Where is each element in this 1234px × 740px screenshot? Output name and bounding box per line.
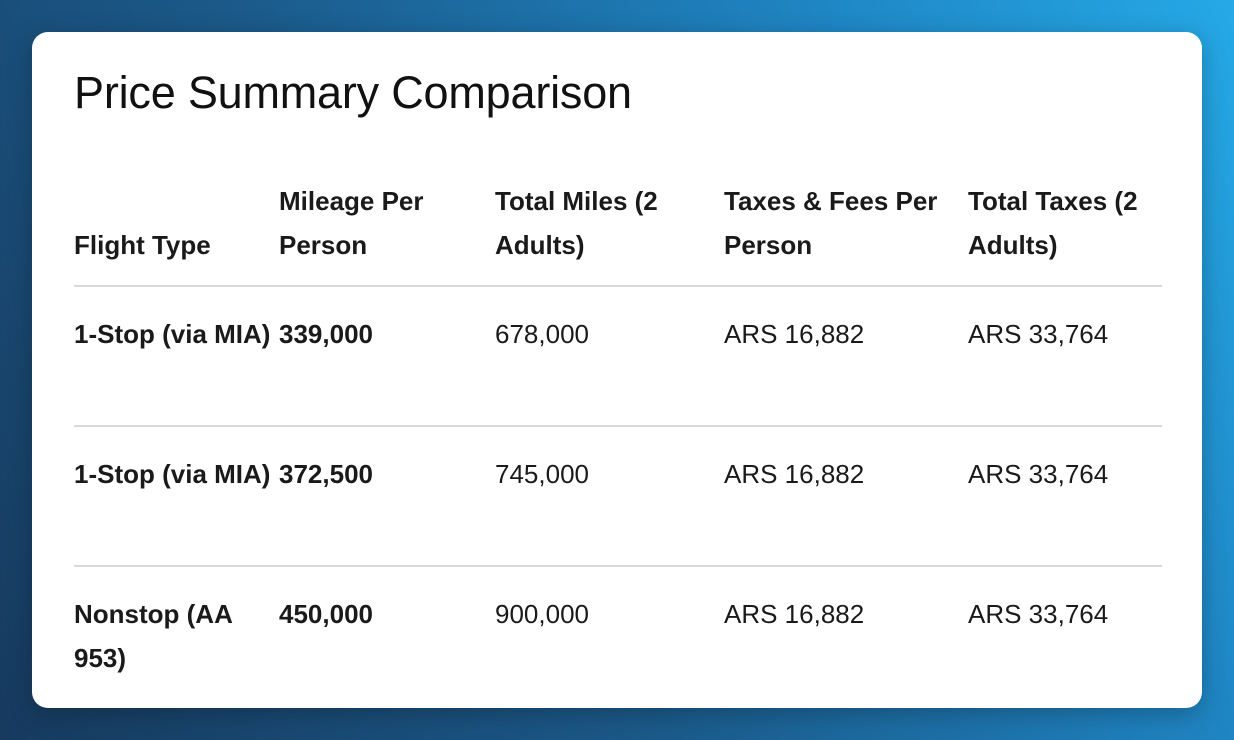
price-comparison-table: Flight Type Mileage Per Person Total Mil… xyxy=(74,164,1162,680)
table-row: 1-Stop (via MIA) 339,000 678,000 ARS 16,… xyxy=(74,286,1162,427)
table-row: Nonstop (AA 953) 450,000 900,000 ARS 16,… xyxy=(74,566,1162,680)
mileage-per-person-cell: 450,000 xyxy=(279,599,373,629)
flight-type-cell: 1-Stop (via MIA) xyxy=(74,426,279,567)
table-body: 1-Stop (via MIA) 339,000 678,000 ARS 16,… xyxy=(74,286,1162,680)
total-taxes-cell: ARS 33,764 xyxy=(968,426,1162,567)
mileage-per-person-cell: 339,000 xyxy=(279,286,495,427)
flight-type-cell: 1-Stop (via MIA) xyxy=(74,286,279,427)
taxes-per-person-cell: ARS 16,882 xyxy=(724,286,968,427)
page-title: Price Summary Comparison xyxy=(74,67,632,118)
price-summary-card: Price Summary Comparison Flight Type Mil… xyxy=(32,32,1202,708)
total-taxes-cell: ARS 33,764 xyxy=(968,599,1109,629)
total-miles-cell: 900,000 xyxy=(495,599,589,629)
column-header-total-taxes: Total Taxes (2 Adults) xyxy=(968,164,1162,287)
taxes-per-person-cell: ARS 16,882 xyxy=(724,426,968,567)
table-header: Flight Type Mileage Per Person Total Mil… xyxy=(74,164,1162,287)
total-taxes-cell: ARS 33,764 xyxy=(968,286,1162,427)
total-miles-cell: 745,000 xyxy=(495,426,724,567)
mileage-per-person-cell: 372,500 xyxy=(279,426,495,567)
column-header-mileage-per-person: Mileage Per Person xyxy=(279,164,495,287)
header-row: Flight Type Mileage Per Person Total Mil… xyxy=(74,164,1162,287)
column-header-total-miles: Total Miles (2 Adults) xyxy=(495,164,724,287)
taxes-per-person-cell: ARS 16,882 xyxy=(724,599,865,629)
table-row: 1-Stop (via MIA) 372,500 745,000 ARS 16,… xyxy=(74,426,1162,567)
column-header-taxes-per-person: Taxes & Fees Per Person xyxy=(724,164,968,287)
flight-type-cell: Nonstop (AA 953) xyxy=(74,599,232,673)
column-header-flight-type: Flight Type xyxy=(74,164,279,287)
total-miles-cell: 678,000 xyxy=(495,286,724,427)
